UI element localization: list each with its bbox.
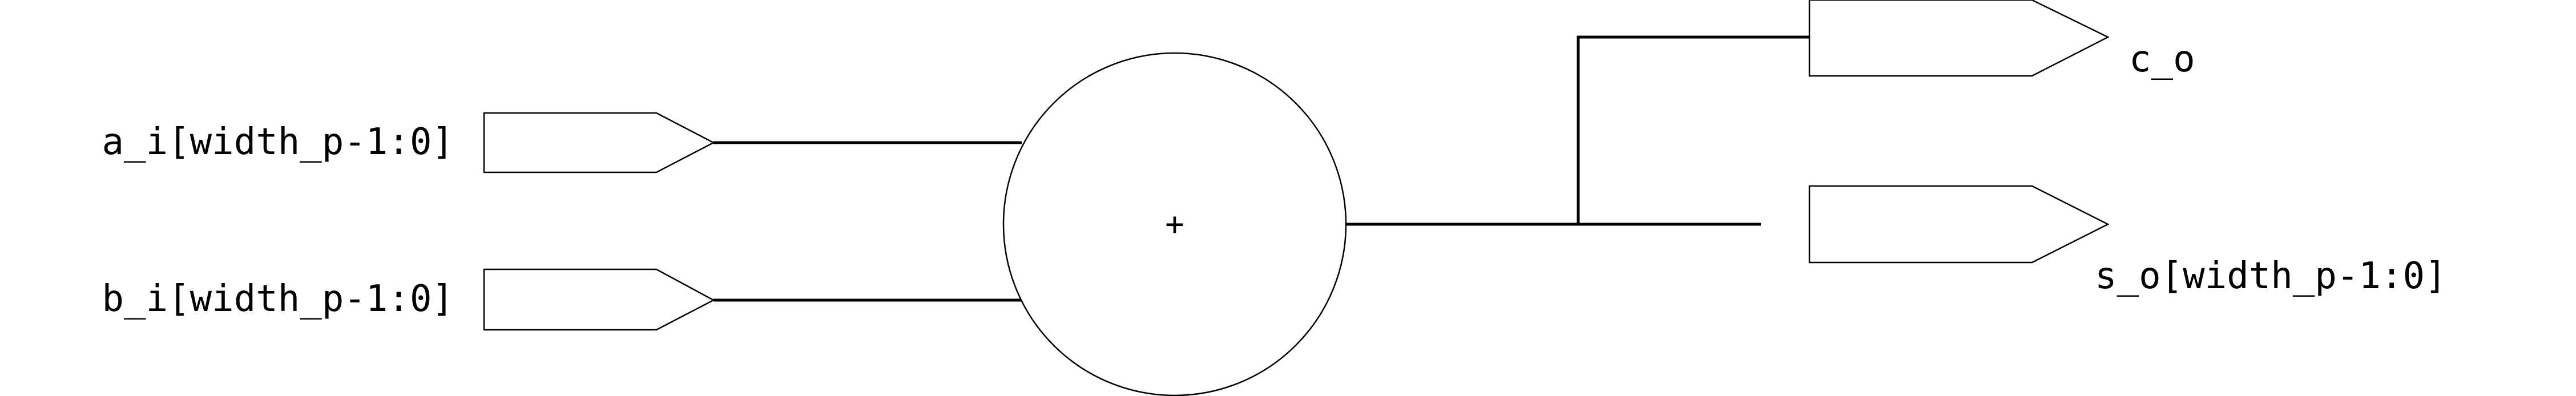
output-label-s: s_o[width_p-1:0] <box>2095 255 2447 297</box>
input-label-a: a_i[width_p-1:0] <box>102 121 454 163</box>
output-label-c: c_o <box>2129 38 2195 80</box>
output-port-c <box>1808 0 2110 77</box>
input-label-b: b_i[width_p-1:0] <box>102 278 454 320</box>
input-port-b <box>483 268 715 331</box>
wire-to-carry <box>1577 35 1809 224</box>
output-port-s <box>1808 185 2110 264</box>
input-port-a <box>483 112 715 173</box>
adder-operator: + <box>1165 206 1184 243</box>
